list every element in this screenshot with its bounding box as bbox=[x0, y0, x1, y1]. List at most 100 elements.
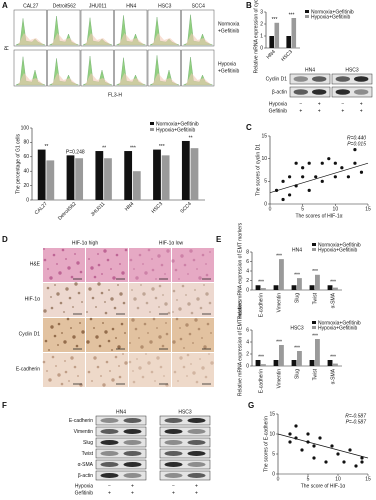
x-tick-label: HSC3 bbox=[280, 49, 294, 63]
ihc-cell bbox=[180, 254, 184, 258]
ihc-cell bbox=[48, 378, 52, 382]
ihc-cell bbox=[138, 366, 142, 370]
panel-label: E bbox=[216, 235, 222, 244]
ihc-cell bbox=[131, 289, 133, 291]
condition-label: Hypoxia bbox=[218, 61, 236, 67]
blot-band bbox=[293, 89, 308, 95]
ihc-cell bbox=[115, 337, 117, 339]
ihc-cell bbox=[179, 337, 183, 341]
ihc-cell bbox=[129, 342, 131, 344]
ihc-cell bbox=[51, 355, 55, 359]
ihc-cell bbox=[118, 375, 122, 379]
point bbox=[348, 448, 352, 452]
legend-swatch bbox=[312, 326, 316, 329]
y-tick-label: 0 bbox=[264, 201, 267, 207]
x-tick-label: 15 bbox=[365, 476, 371, 482]
ihc-cell bbox=[119, 292, 123, 296]
ihc-cell bbox=[165, 322, 167, 324]
ihc-cell bbox=[44, 339, 48, 343]
ihc-cell bbox=[165, 332, 169, 336]
y-axis-label: Relative mRNA expression of EMT markers bbox=[237, 299, 243, 396]
ihc-cell bbox=[63, 340, 67, 344]
cell-line-label: SCC4 bbox=[192, 3, 206, 9]
ihc-cell bbox=[201, 253, 205, 257]
ihc-cell bbox=[49, 276, 53, 280]
ihc-cell bbox=[178, 278, 180, 280]
bar bbox=[279, 259, 284, 290]
ihc-cell bbox=[117, 345, 121, 349]
ihc-cell bbox=[210, 361, 214, 365]
ihc-image bbox=[86, 283, 128, 317]
ihc-cell bbox=[42, 360, 46, 364]
ihc-cell bbox=[46, 370, 48, 372]
point bbox=[320, 179, 324, 183]
blot-band bbox=[100, 428, 119, 435]
bar bbox=[124, 151, 133, 200]
blot-box bbox=[95, 470, 147, 481]
bar bbox=[286, 36, 291, 48]
x-tick-label: Vimentin bbox=[276, 369, 282, 389]
y-tick-label: 4 bbox=[246, 268, 249, 274]
fit-line bbox=[269, 162, 369, 194]
ihc-cell bbox=[57, 344, 59, 346]
ihc-cell bbox=[147, 361, 151, 365]
cell-line-label: JHU011 bbox=[89, 3, 107, 9]
point bbox=[301, 175, 305, 179]
x-tick-label: α-SMA bbox=[330, 292, 336, 308]
ihc-cell bbox=[132, 380, 136, 384]
stain-label: Cyclin D1 bbox=[19, 331, 41, 337]
ihc-cell bbox=[74, 253, 76, 255]
condition-label: Hypoxia bbox=[75, 483, 93, 489]
blot-box bbox=[95, 426, 147, 437]
histogram-fit bbox=[51, 73, 78, 85]
blot-band bbox=[164, 439, 183, 446]
ihc-cell bbox=[162, 294, 164, 296]
ihc-cell bbox=[143, 322, 147, 326]
ihc-cell bbox=[79, 322, 81, 324]
panel-label: G bbox=[248, 401, 254, 410]
ihc-cell bbox=[93, 275, 97, 279]
ihc-cell bbox=[197, 327, 201, 331]
significance: *** bbox=[130, 145, 136, 151]
ihc-cell bbox=[175, 317, 179, 321]
blot-band bbox=[164, 428, 183, 435]
ihc-cell bbox=[121, 271, 125, 275]
y-tick-label: 0 bbox=[26, 197, 29, 203]
y-tick-label: 0 bbox=[272, 471, 275, 477]
blot-band bbox=[187, 450, 206, 457]
ihc-cell bbox=[66, 317, 70, 321]
ihc-cell bbox=[105, 360, 109, 364]
blot-band bbox=[187, 461, 206, 468]
ihc-cell bbox=[120, 322, 124, 326]
significance: ** bbox=[102, 145, 106, 151]
ihc-cell bbox=[118, 365, 120, 367]
histogram-fit bbox=[118, 73, 145, 85]
ihc-cell bbox=[56, 263, 58, 265]
ihc-cell bbox=[198, 276, 202, 280]
significance: *** bbox=[272, 17, 278, 23]
blot-band bbox=[164, 417, 183, 424]
y-tick-label: 10 bbox=[269, 431, 275, 437]
blot-band bbox=[123, 439, 142, 446]
point bbox=[312, 444, 316, 448]
ihc-cell bbox=[124, 332, 126, 334]
point bbox=[300, 448, 304, 452]
chart-subtitle: HSC3 bbox=[290, 325, 304, 331]
protein-label: Cyclin D1 bbox=[266, 76, 288, 82]
ihc-cell bbox=[108, 289, 110, 291]
ihc-cell bbox=[106, 258, 110, 262]
ihc-cell bbox=[188, 332, 192, 336]
ihc-cell bbox=[199, 358, 201, 360]
legend-label: Hypoxia+Gefitinib bbox=[311, 14, 351, 20]
ihc-image bbox=[172, 248, 214, 282]
axis-label: FL3-H bbox=[108, 92, 122, 98]
bar bbox=[46, 160, 55, 200]
ihc-cell bbox=[201, 366, 205, 370]
ihc-cell bbox=[76, 261, 80, 265]
ihc-cell bbox=[103, 249, 107, 253]
blot-box bbox=[159, 437, 211, 448]
condition-label: Gefitinib bbox=[269, 108, 288, 114]
y-axis-label: Relative mRNA expression of cyclin D1 bbox=[253, 0, 259, 73]
ihc-cell bbox=[190, 311, 194, 315]
significance: *** bbox=[159, 144, 165, 150]
